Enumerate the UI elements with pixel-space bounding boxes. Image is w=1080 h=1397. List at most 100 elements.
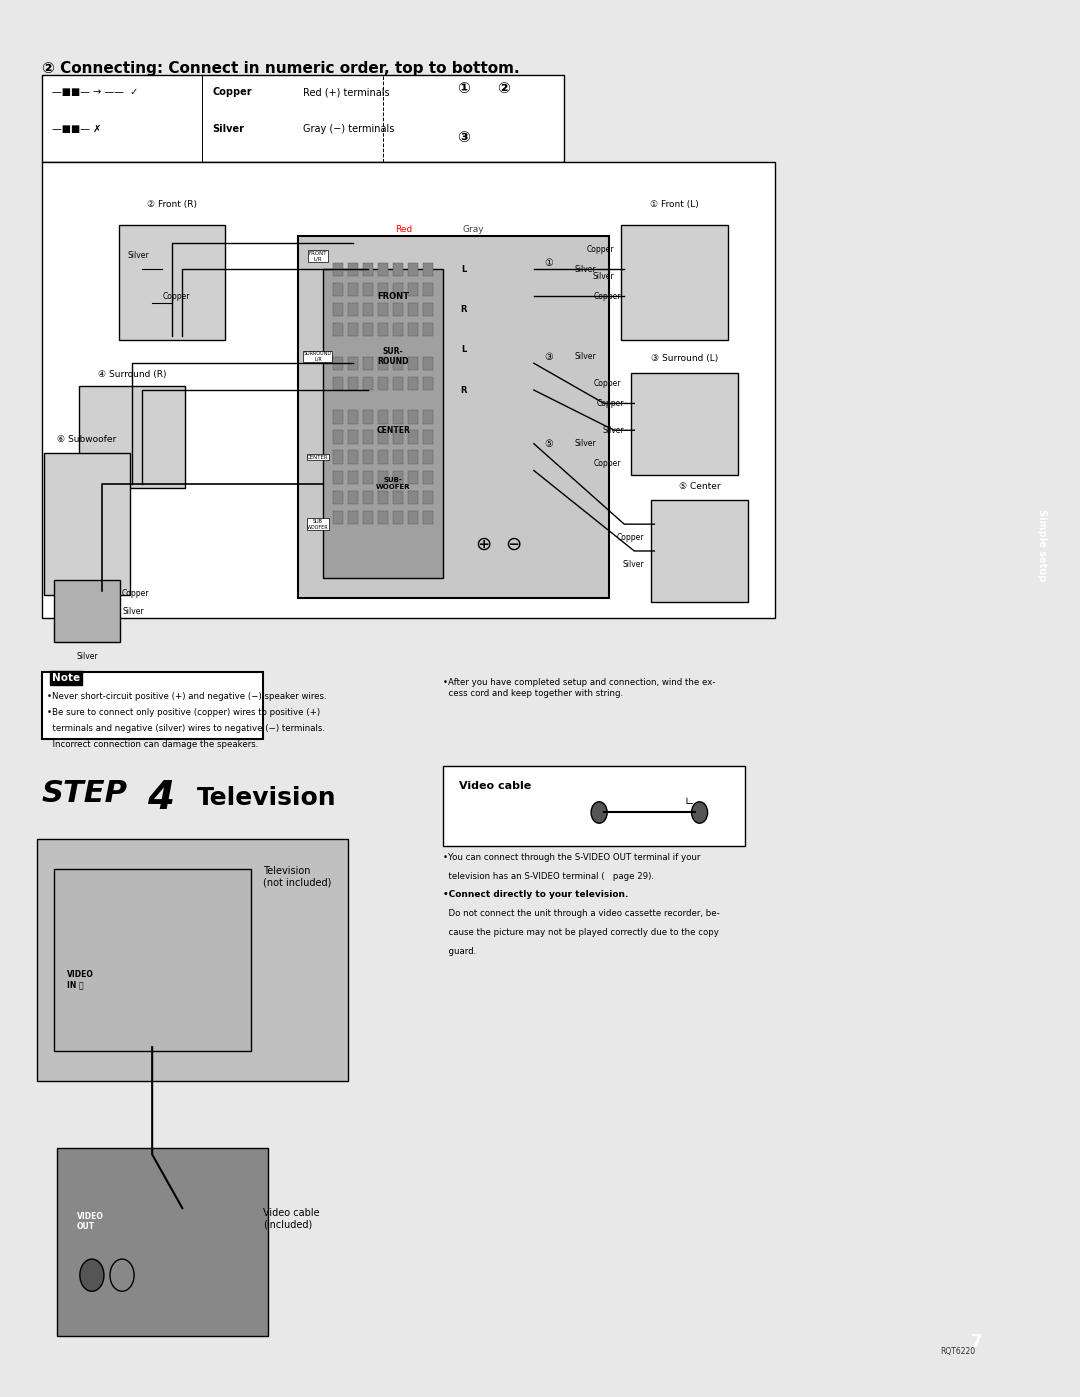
Circle shape [80,1259,104,1291]
FancyBboxPatch shape [79,386,186,488]
Bar [363,490,374,504]
Text: •Never short-circuit positive (+) and negative (−) speaker wires.: •Never short-circuit positive (+) and ne… [46,692,326,701]
Bar [423,377,433,390]
Text: Gray (−) terminals: Gray (−) terminals [302,123,394,134]
Circle shape [691,802,707,823]
Bar [393,263,403,277]
FancyBboxPatch shape [444,766,745,847]
FancyBboxPatch shape [37,840,348,1081]
Text: Silver: Silver [593,271,615,281]
Text: Copper: Copper [162,292,190,300]
Text: Gray: Gray [462,225,485,233]
Bar [423,450,433,464]
Bar [333,356,343,370]
Text: Copper: Copper [597,400,624,408]
Bar [348,263,359,277]
Bar [348,356,359,370]
Text: Television: Television [198,785,337,810]
Text: Silver: Silver [76,651,97,661]
Text: ② Front (R): ② Front (R) [147,200,198,210]
Bar [333,430,343,444]
Text: Simple setup: Simple setup [1037,509,1048,581]
Text: Copper: Copper [594,379,622,388]
Bar [423,411,433,423]
Text: FRONT: FRONT [377,292,409,300]
Bar [378,490,388,504]
Bar [423,490,433,504]
FancyBboxPatch shape [42,162,775,617]
FancyBboxPatch shape [323,270,444,578]
Text: ⑤ Center: ⑤ Center [678,482,720,490]
Text: Copper: Copper [594,460,622,468]
Text: ① Front (L): ① Front (L) [650,200,699,210]
Text: 4: 4 [147,780,174,817]
Text: Silver: Silver [127,251,149,260]
Bar [393,450,403,464]
Text: L: L [461,345,467,355]
Text: ④ Surround (R): ④ Surround (R) [98,370,166,380]
Bar [348,490,359,504]
Text: Copper: Copper [213,88,252,98]
Bar [423,356,433,370]
Text: ② Connecting: Connect in numeric order, top to bottom.: ② Connecting: Connect in numeric order, … [42,61,519,77]
Bar [393,490,403,504]
Bar [378,356,388,370]
Bar [363,450,374,464]
Text: Television
(not included): Television (not included) [262,866,332,887]
Text: ③: ③ [544,352,553,362]
Text: R: R [460,386,467,394]
Text: ⑤: ⑤ [544,439,553,448]
Text: —■■— ✗: —■■— ✗ [52,123,102,134]
Text: ⊕: ⊕ [475,535,491,553]
Bar [363,323,374,337]
FancyBboxPatch shape [42,75,564,162]
Text: —■■— → ——  ✓: —■■— → —— ✓ [52,88,138,98]
Bar [333,377,343,390]
Bar [333,263,343,277]
Text: cause the picture may not be played correctly due to the copy: cause the picture may not be played corr… [444,928,719,937]
Text: terminals and negative (silver) wires to negative (−) terminals.: terminals and negative (silver) wires to… [46,724,325,733]
Text: Red: Red [394,225,411,233]
Bar [363,377,374,390]
Bar [393,303,403,316]
Bar [348,450,359,464]
Text: Silver: Silver [603,426,624,434]
Text: Silver: Silver [575,352,596,360]
Bar [363,511,374,524]
Bar [408,303,418,316]
Bar [378,282,388,296]
Text: ③: ③ [457,130,470,145]
Bar [423,303,433,316]
FancyBboxPatch shape [651,500,747,602]
Bar [393,430,403,444]
Text: SURROUND
L/R: SURROUND L/R [303,351,332,362]
Text: CENTER: CENTER [307,454,328,460]
Text: Video cable
(included): Video cable (included) [262,1208,320,1229]
Text: Do not connect the unit through a video cassette recorder, be-: Do not connect the unit through a video … [444,909,720,918]
Bar [393,411,403,423]
Text: guard.: guard. [444,947,476,956]
Bar [333,411,343,423]
Bar [423,430,433,444]
Bar [408,323,418,337]
Bar [378,303,388,316]
Text: STEP: STEP [42,780,127,807]
Bar [393,511,403,524]
Bar [363,411,374,423]
Bar [393,282,403,296]
Bar [423,471,433,483]
Text: CENTER: CENTER [376,426,410,434]
Bar [408,263,418,277]
Bar [348,282,359,296]
Text: ②: ② [497,81,510,96]
Bar [333,490,343,504]
Text: Copper: Copper [586,244,615,254]
Bar [378,430,388,444]
Bar [363,471,374,483]
Bar [333,303,343,316]
Bar [378,411,388,423]
Text: •Be sure to connect only positive (copper) wires to positive (+): •Be sure to connect only positive (coppe… [46,708,320,717]
Bar [393,356,403,370]
Text: Video cable: Video cable [459,781,530,791]
Text: Incorrect connection can damage the speakers.: Incorrect connection can damage the spea… [46,740,258,749]
